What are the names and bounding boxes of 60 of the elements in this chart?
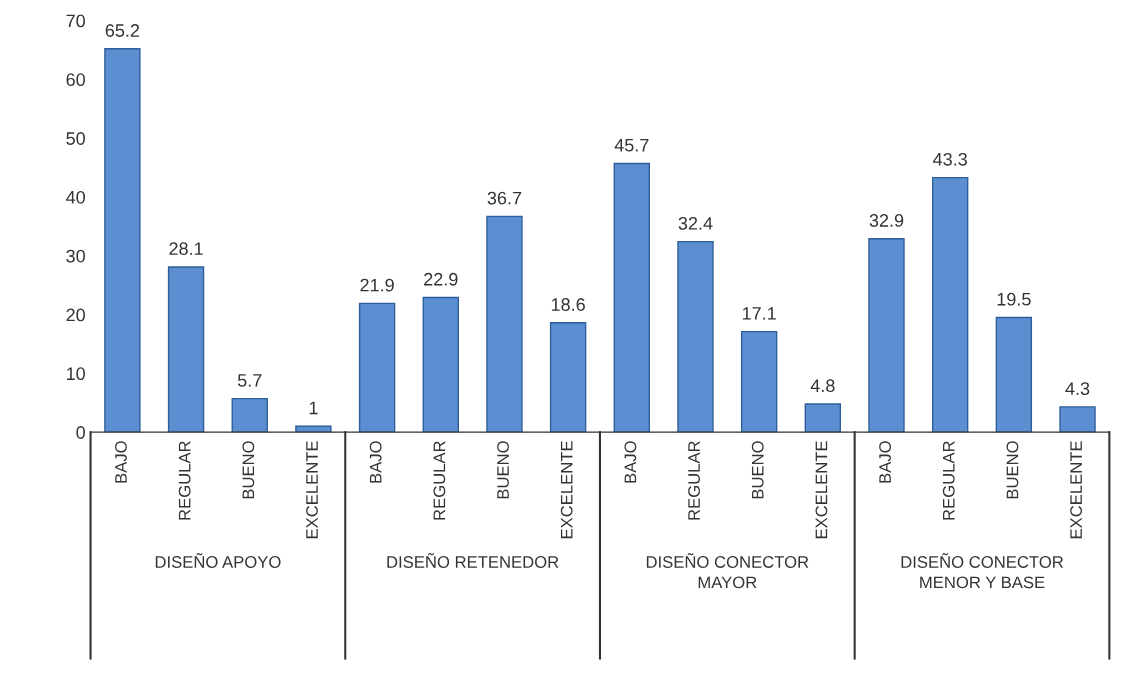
bar <box>104 48 141 433</box>
bar <box>231 397 268 433</box>
x-tick-label: EXCELENTE <box>306 441 318 539</box>
x-tick-label: BUENO <box>242 441 255 499</box>
text: DISEÑO APOYO <box>155 553 281 568</box>
data-label: 18.6 <box>551 298 585 311</box>
text: DISEÑO CONECTOR MENOR Y BASE <box>901 553 1064 589</box>
y-tick-label: 0 <box>76 426 85 439</box>
data-label: 19.5 <box>997 292 1031 306</box>
text: DISEÑO RETENEDOR <box>387 553 559 568</box>
x-tick-label: BAJO <box>624 441 637 483</box>
data-label: 17.1 <box>742 307 776 320</box>
data-label: 5.7 <box>237 374 262 387</box>
data-label: 36.7 <box>487 191 522 205</box>
data-label: 28.1 <box>169 242 203 256</box>
data-label: 65.2 <box>105 24 140 37</box>
data-label: 32.9 <box>869 214 904 227</box>
y-tick-label: 70 <box>66 14 85 28</box>
x-tick-label: BUENO <box>497 441 509 499</box>
bar <box>358 302 396 433</box>
text: DISEÑO CONECTOR MAYOR <box>646 553 809 589</box>
x-tick-label: BUENO <box>751 441 764 499</box>
data-label: 45.7 <box>614 138 649 152</box>
data-label: 22.9 <box>424 272 458 286</box>
x-tick-label: BUENO <box>1006 441 1019 499</box>
data-label: 32.4 <box>678 216 713 230</box>
y-tick-label: 60 <box>66 73 85 87</box>
bar <box>677 240 714 433</box>
bar <box>931 176 969 433</box>
data-label: 21.9 <box>360 278 394 292</box>
bar <box>549 322 587 433</box>
data-label: 1 <box>309 401 318 415</box>
y-tick-label: 30 <box>66 249 85 263</box>
x-tick-label: BAJO <box>879 441 891 483</box>
y-tick-label: 50 <box>66 132 85 145</box>
bar <box>295 425 332 433</box>
y-tick-label: 40 <box>66 190 85 204</box>
x-tick-label: BAJO <box>369 441 382 483</box>
x-tick-label: REGULAR <box>178 441 191 520</box>
y-tick-label: 10 <box>66 367 85 381</box>
bar <box>740 330 778 433</box>
x-tick-label: REGULAR <box>433 441 446 520</box>
bar <box>422 296 459 433</box>
bar <box>1059 406 1096 433</box>
x-tick-label: EXCELENTE <box>815 441 828 539</box>
bar <box>167 266 205 433</box>
y-tick-label: 20 <box>66 308 85 322</box>
bar <box>868 238 905 433</box>
x-tick-label: EXCELENTE <box>560 441 573 539</box>
bar <box>804 403 842 433</box>
data-label: 4.3 <box>1065 382 1090 395</box>
data-label: 43.3 <box>933 152 967 166</box>
data-label: 4.8 <box>810 379 835 393</box>
bar <box>486 215 523 433</box>
x-tick-label: EXCELENTE <box>1070 441 1082 539</box>
x-tick-label: REGULAR <box>942 441 955 520</box>
x-tick-label: BAJO <box>115 441 127 483</box>
x-tick-label: REGULAR <box>688 441 700 520</box>
bar <box>613 162 651 433</box>
bar <box>995 316 1033 433</box>
